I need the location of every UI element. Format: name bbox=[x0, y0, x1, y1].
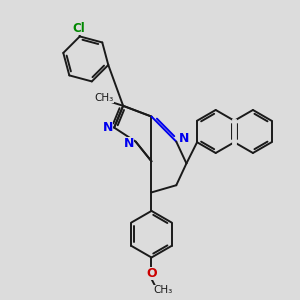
Text: Cl: Cl bbox=[72, 22, 85, 34]
Text: N: N bbox=[124, 136, 134, 150]
Text: N: N bbox=[178, 132, 189, 145]
Text: CH₃: CH₃ bbox=[153, 285, 172, 295]
Text: O: O bbox=[146, 267, 157, 280]
Text: N: N bbox=[102, 121, 113, 134]
Text: CH₃: CH₃ bbox=[94, 93, 114, 103]
